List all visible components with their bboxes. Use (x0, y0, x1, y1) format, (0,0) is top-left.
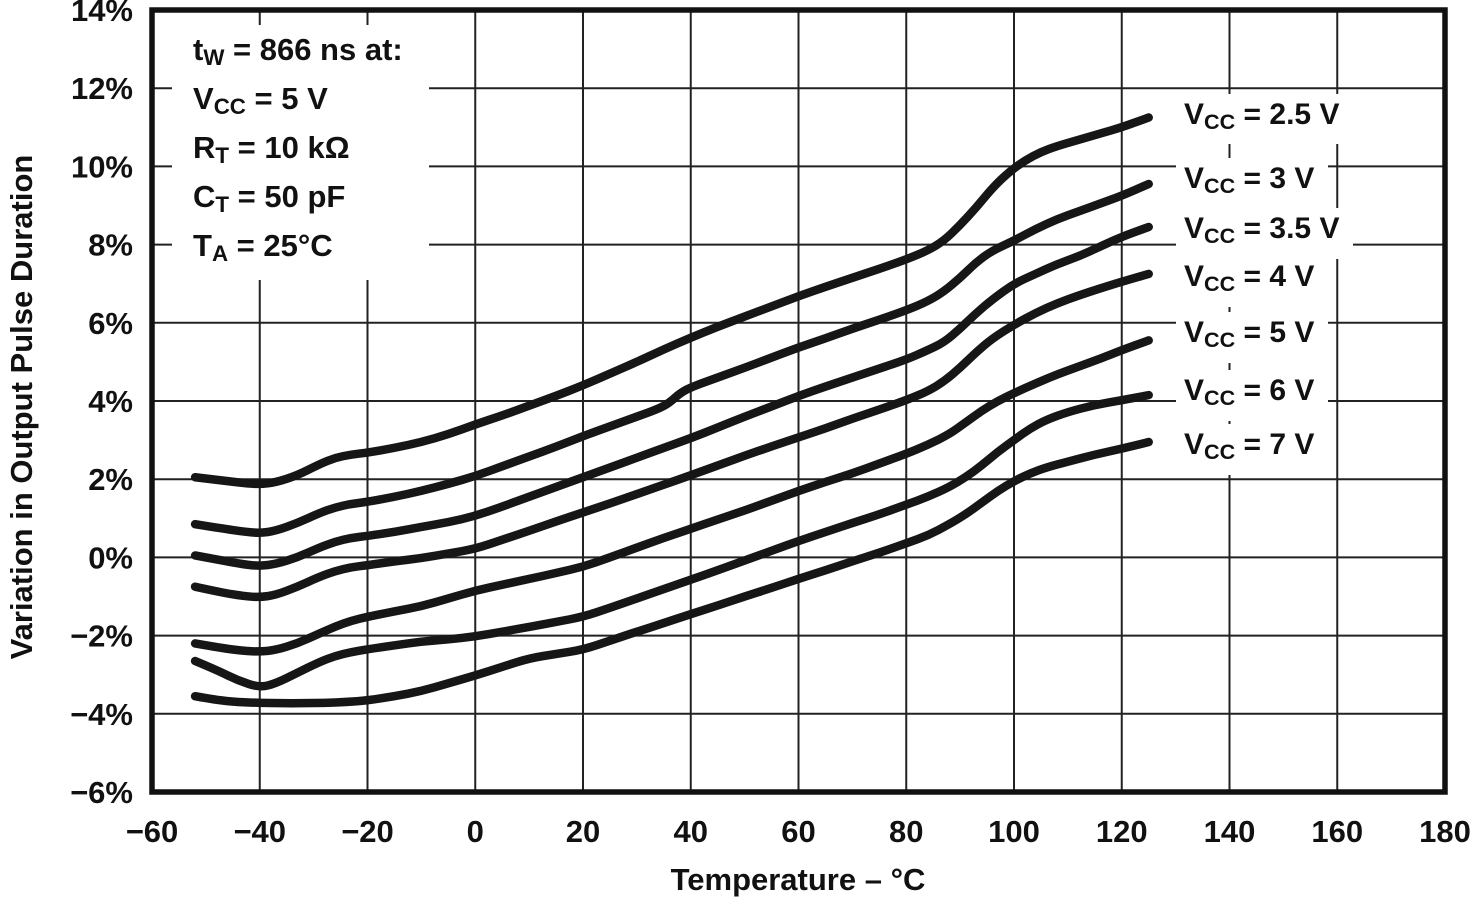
y-tick-label: 4% (88, 384, 133, 419)
curve-vcc-6v (190, 390, 1153, 691)
y-tick-label: −2% (70, 619, 133, 654)
label-text: = 3.5 V (1235, 211, 1340, 245)
x-tick-label: −40 (233, 814, 286, 849)
label-text: = 7 V (1235, 428, 1315, 462)
legend-label-vcc-7v: VCC = 7 V (1176, 424, 1329, 475)
x-tick-label: 100 (988, 814, 1040, 849)
label-text: = 4 V (1235, 260, 1315, 293)
subscript: T (215, 142, 230, 168)
y-tick-label: 12% (71, 71, 133, 106)
x-tick-label: 140 (1204, 814, 1256, 849)
label-text: = 50 pF (229, 178, 346, 214)
subscript: T (215, 191, 230, 217)
curve-vcc-2.5v (190, 113, 1153, 489)
label-text: V (193, 80, 214, 116)
subscript: CC (1204, 438, 1236, 464)
x-tick-label: 20 (566, 814, 600, 849)
annotation-line: RT = 10 kΩ (193, 127, 403, 176)
x-tick-label: −20 (341, 814, 394, 849)
subscript: CC (1204, 384, 1236, 410)
legend-label-vcc-3.5v: VCC = 3.5 V (1176, 207, 1354, 259)
label-text: V (1184, 428, 1205, 462)
label-text: C (193, 178, 216, 214)
label-text: = 3 V (1235, 161, 1315, 195)
x-tick-label: 80 (889, 814, 923, 849)
subscript: CC (1204, 172, 1236, 198)
subscript: CC (1204, 222, 1236, 248)
legend-label-vcc-6v: VCC = 6 V (1176, 370, 1329, 421)
curve-vcc-3v (190, 179, 1153, 537)
legend-label-vcc-2.5v: VCC = 2.5 V (1176, 93, 1354, 145)
label-text: R (193, 129, 216, 165)
y-tick-label: 10% (71, 149, 133, 184)
x-tick-label: 40 (674, 814, 708, 849)
y-tick-label: −6% (70, 775, 133, 810)
curve-vcc-5v (190, 336, 1153, 656)
curve-vcc-3.5v (190, 222, 1153, 570)
x-tick-label: 120 (1096, 814, 1148, 849)
curve-vcc-7v (190, 437, 1153, 708)
curve-vcc-4v (190, 269, 1153, 602)
x-tick-label: 160 (1311, 814, 1363, 849)
legend-label-vcc-4v: VCC = 4 V (1176, 256, 1329, 307)
y-axis-title: Variation in Output Pulse Duration (4, 154, 39, 660)
x-tick-label: 60 (781, 814, 815, 849)
label-text: = 5 V (1235, 316, 1315, 350)
plot-frame (149, 7, 1448, 795)
label-text: = 25°C (228, 227, 333, 263)
label-text: t (193, 32, 204, 67)
label-text: V (1184, 374, 1205, 408)
label-text: = 5 V (245, 80, 328, 116)
label-text: V (1184, 161, 1205, 195)
y-tick-label: 6% (88, 306, 133, 341)
annotation-line: TA = 25°C (193, 225, 403, 274)
test-conditions-annotation: tW = 866 ns at: VCC = 5 V RT = 10 kΩ CT = 5… (172, 25, 429, 280)
subscript: A (211, 240, 229, 266)
label-text: = 866 ns at: (224, 32, 403, 67)
y-tick-label: 8% (88, 228, 133, 263)
legend-label-vcc-3v: VCC = 3 V (1176, 157, 1329, 209)
label-text: V (1184, 316, 1205, 350)
subscript: CC (213, 93, 246, 119)
y-tick-label: 2% (88, 462, 133, 497)
legend-label-vcc-5v: VCC = 5 V (1176, 312, 1329, 364)
label-text: V (1184, 97, 1205, 131)
label-text: V (1184, 211, 1205, 245)
label-text: = 10 kΩ (229, 129, 350, 165)
subscript: CC (1204, 108, 1236, 134)
subscript: W (203, 44, 225, 70)
x-tick-label: 180 (1419, 814, 1471, 849)
label-text: T (193, 227, 212, 263)
annotation-line: tW = 866 ns at: (193, 29, 403, 78)
annotation-line: VCC = 5 V (193, 78, 403, 127)
x-tick-label: −60 (126, 814, 179, 849)
subscript: CC (1204, 270, 1236, 296)
label-text: V (1184, 260, 1205, 293)
y-tick-label: 14% (71, 0, 133, 28)
label-text: = 6 V (1235, 374, 1315, 408)
subscript: CC (1204, 327, 1236, 353)
x-tick-label: 0 (467, 814, 484, 849)
x-axis-title: Temperature – °C (670, 862, 926, 897)
label-text: = 2.5 V (1235, 97, 1340, 131)
annotation-line: CT = 50 pF (193, 176, 403, 225)
y-tick-label: −4% (70, 697, 133, 732)
y-tick-label: 0% (88, 540, 133, 575)
